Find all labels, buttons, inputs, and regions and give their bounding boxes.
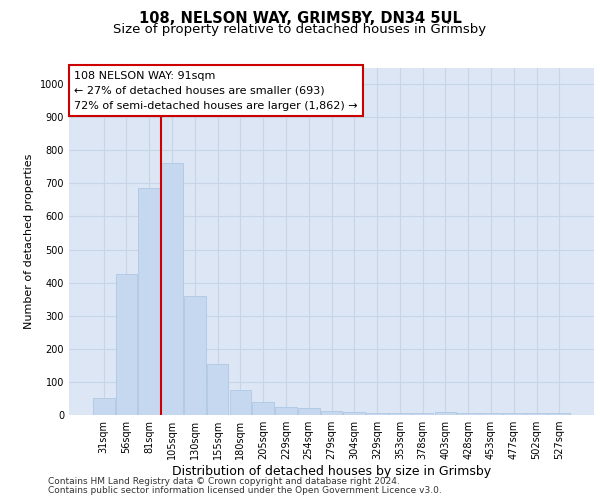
X-axis label: Distribution of detached houses by size in Grimsby: Distribution of detached houses by size … — [172, 465, 491, 478]
Text: Size of property relative to detached houses in Grimsby: Size of property relative to detached ho… — [113, 22, 487, 36]
Bar — [139, 188, 160, 415]
Bar — [412, 414, 433, 415]
Text: Contains HM Land Registry data © Crown copyright and database right 2024.: Contains HM Land Registry data © Crown c… — [48, 478, 400, 486]
Text: 108, NELSON WAY, GRIMSBY, DN34 5UL: 108, NELSON WAY, GRIMSBY, DN34 5UL — [139, 11, 461, 26]
Bar — [320, 411, 343, 415]
Bar — [343, 412, 365, 415]
Bar — [457, 414, 479, 415]
Bar — [366, 414, 388, 415]
Bar — [548, 414, 570, 415]
Bar — [93, 398, 115, 415]
Bar — [298, 408, 320, 415]
Bar — [116, 274, 137, 415]
Bar — [275, 406, 297, 415]
Bar — [184, 296, 206, 415]
Bar — [253, 402, 274, 415]
Bar — [230, 390, 251, 415]
Bar — [503, 414, 524, 415]
Bar — [207, 364, 229, 415]
Bar — [389, 414, 410, 415]
Y-axis label: Number of detached properties: Number of detached properties — [24, 154, 34, 329]
Bar — [480, 414, 502, 415]
Bar — [161, 164, 183, 415]
Bar — [434, 412, 456, 415]
Text: Contains public sector information licensed under the Open Government Licence v3: Contains public sector information licen… — [48, 486, 442, 495]
Text: 108 NELSON WAY: 91sqm
← 27% of detached houses are smaller (693)
72% of semi-det: 108 NELSON WAY: 91sqm ← 27% of detached … — [74, 71, 358, 110]
Bar — [526, 414, 547, 415]
